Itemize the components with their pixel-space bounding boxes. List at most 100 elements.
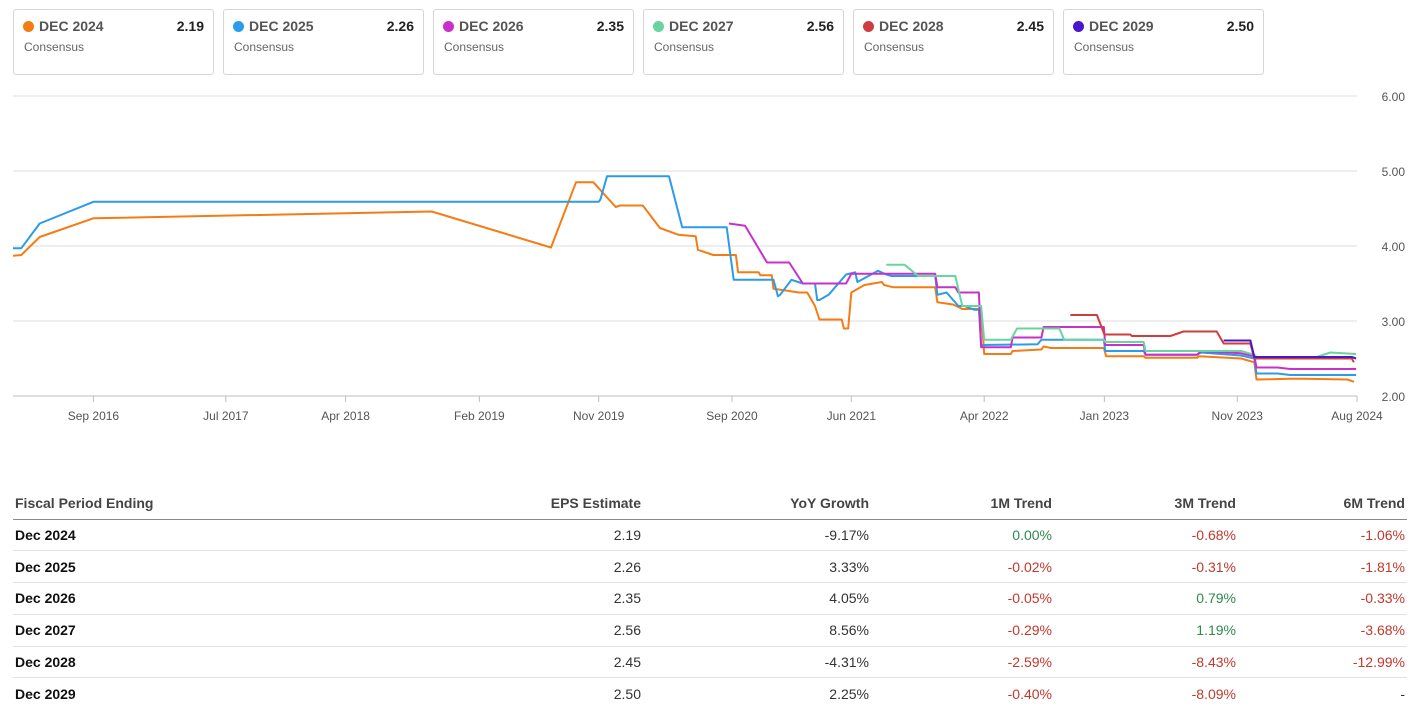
cell-eps: 2.50 (613, 686, 641, 703)
cell-yoy: 3.33% (643, 550, 871, 584)
x-tick-label: Jan 2023 (1080, 409, 1130, 423)
cell-3m-trend: -8.09% (1191, 686, 1236, 703)
consensus-card-dec-2026[interactable]: DEC 2026 2.35 Consensus (433, 9, 634, 75)
table-row: Dec 2026 2.35 4.05% -0.05% 0.79% -0.33% (13, 582, 1407, 615)
header-eps-estimate[interactable]: EPS Estimate (313, 488, 643, 520)
x-tick-label: Apr 2022 (960, 409, 1009, 423)
x-tick-label: Jul 2017 (203, 409, 249, 423)
grid-lines (13, 95, 1357, 397)
y-axis-ticks: 2.00 3.00 4.00 5.00 6.00 (1382, 90, 1406, 404)
cell-yoy: 4.05% (643, 582, 871, 615)
cell-1m-trend: -0.05% (871, 582, 1054, 615)
x-tick-label: Jun 2021 (827, 409, 877, 423)
series-color-dot (653, 21, 664, 32)
cell-6m-trend: - (1400, 686, 1405, 703)
cell-period: Dec 2026 (13, 582, 313, 615)
series-color-dot (23, 21, 34, 32)
cell-period: Dec 2027 (13, 614, 313, 647)
cell-eps: 2.26 (313, 550, 643, 584)
card-value: 2.19 (176, 18, 204, 34)
cell-1m-trend: 0.00% (871, 519, 1054, 552)
table-header-row: Fiscal Period Ending EPS Estimate YoY Gr… (13, 488, 1407, 520)
header-yoy-growth[interactable]: YoY Growth (643, 488, 871, 520)
eps-estimate-line-chart[interactable]: 2.00 3.00 4.00 5.00 6.00 Sep 2016 Jul 2017 Apr… (0, 80, 1416, 440)
cell-yoy: 8.56% (643, 614, 871, 647)
card-subtitle: Consensus (444, 40, 505, 54)
consensus-card-dec-2028[interactable]: DEC 2028 2.45 Consensus (853, 9, 1054, 75)
consensus-card-dec-2024[interactable]: DEC 2024 2.19 Consensus (13, 9, 214, 75)
cell-1m-trend: -0.40% (1007, 686, 1052, 703)
consensus-card-dec-2029[interactable]: DEC 2029 2.50 Consensus (1063, 9, 1264, 75)
consensus-card-dec-2027[interactable]: DEC 2027 2.56 Consensus (643, 9, 844, 75)
cell-eps: 2.35 (313, 582, 643, 615)
eps-estimates-table: Fiscal Period Ending EPS Estimate YoY Gr… (13, 488, 1407, 710)
table-row: Dec 2025 2.26 3.33% -0.02% -0.31% -1.81% (13, 550, 1407, 584)
card-value: 2.45 (1016, 18, 1044, 34)
header-fiscal-period[interactable]: Fiscal Period Ending (13, 488, 313, 520)
header-3m-trend[interactable]: 3M Trend (1054, 488, 1238, 520)
series-line-dec-2029[interactable] (1223, 339, 1357, 360)
series-line-dec-2028[interactable] (1070, 314, 1355, 363)
x-tick-label: Feb 2019 (454, 409, 505, 423)
card-value: 2.50 (1226, 18, 1254, 34)
header-1m-trend[interactable]: 1M Trend (871, 488, 1054, 520)
cell-period: Dec 2025 (13, 550, 313, 584)
card-period: DEC 2025 (249, 18, 314, 34)
card-period: DEC 2028 (879, 18, 944, 34)
cell-yoy: 2.25% (829, 686, 869, 703)
series-color-dot (863, 21, 874, 32)
cell-6m-trend: -1.06% (1238, 519, 1407, 552)
cell-yoy: -4.31% (643, 646, 871, 679)
cell-6m-trend: -12.99% (1238, 646, 1407, 679)
y-tick-label: 4.00 (1382, 240, 1406, 254)
card-subtitle: Consensus (234, 40, 295, 54)
series-color-dot (233, 21, 244, 32)
cell-eps: 2.19 (313, 519, 643, 552)
series-line-dec-2025[interactable] (13, 175, 1357, 376)
series-line-dec-2027[interactable] (886, 263, 1357, 358)
card-period: DEC 2026 (459, 18, 524, 34)
header-6m-trend[interactable]: 6M Trend (1238, 488, 1407, 520)
cell-period: Dec 2029 (15, 686, 76, 703)
x-tick-label: Nov 2019 (573, 409, 625, 423)
y-tick-label: 5.00 (1382, 165, 1406, 179)
x-axis-ticks: Sep 2016 Jul 2017 Apr 2018 Feb 2019 Nov 2019… (68, 396, 1383, 423)
x-tick-label: Sep 2016 (68, 409, 120, 423)
cell-eps: 2.56 (313, 614, 643, 647)
cell-eps: 2.45 (313, 646, 643, 679)
table-row: Dec 2028 2.45 -4.31% -2.59% -8.43% -12.9… (13, 646, 1407, 679)
card-subtitle: Consensus (1074, 40, 1135, 54)
series-color-dot (443, 21, 454, 32)
card-value: 2.26 (386, 18, 414, 34)
cell-3m-trend: -0.31% (1054, 550, 1238, 584)
table-row: Dec 2027 2.56 8.56% -0.29% 1.19% -3.68% (13, 614, 1407, 647)
series-color-dot (1073, 21, 1084, 32)
cell-period: Dec 2028 (13, 646, 313, 679)
cell-3m-trend: -0.68% (1054, 519, 1238, 552)
series-lines (12, 175, 1357, 383)
card-period: DEC 2029 (1089, 18, 1154, 34)
x-tick-label: Sep 2020 (706, 409, 758, 423)
cell-3m-trend: 0.79% (1054, 582, 1238, 615)
x-tick-label: Apr 2018 (321, 409, 370, 423)
cell-1m-trend: -0.29% (871, 614, 1054, 647)
table-row: Dec 2024 2.19 -9.17% 0.00% -0.68% -1.06% (13, 519, 1407, 552)
series-line-dec-2024[interactable] (12, 181, 1355, 383)
consensus-card-dec-2025[interactable]: DEC 2025 2.26 Consensus (223, 9, 424, 75)
consensus-cards: DEC 2024 2.19 Consensus DEC 2025 2.26 Co… (13, 9, 1273, 75)
y-tick-label: 6.00 (1382, 90, 1406, 104)
cell-3m-trend: -8.43% (1054, 646, 1238, 679)
cell-3m-trend: 1.19% (1054, 614, 1238, 647)
x-tick-label: Nov 2023 (1212, 409, 1264, 423)
card-period: DEC 2024 (39, 18, 104, 34)
card-period: DEC 2027 (669, 18, 734, 34)
card-value: 2.56 (806, 18, 834, 34)
card-subtitle: Consensus (24, 40, 85, 54)
card-subtitle: Consensus (654, 40, 715, 54)
cell-6m-trend: -3.68% (1238, 614, 1407, 647)
y-tick-label: 2.00 (1382, 390, 1406, 404)
cell-1m-trend: -0.02% (871, 550, 1054, 584)
x-tick-label: Aug 2024 (1331, 409, 1383, 423)
cell-yoy: -9.17% (643, 519, 871, 552)
cell-1m-trend: -2.59% (871, 646, 1054, 679)
